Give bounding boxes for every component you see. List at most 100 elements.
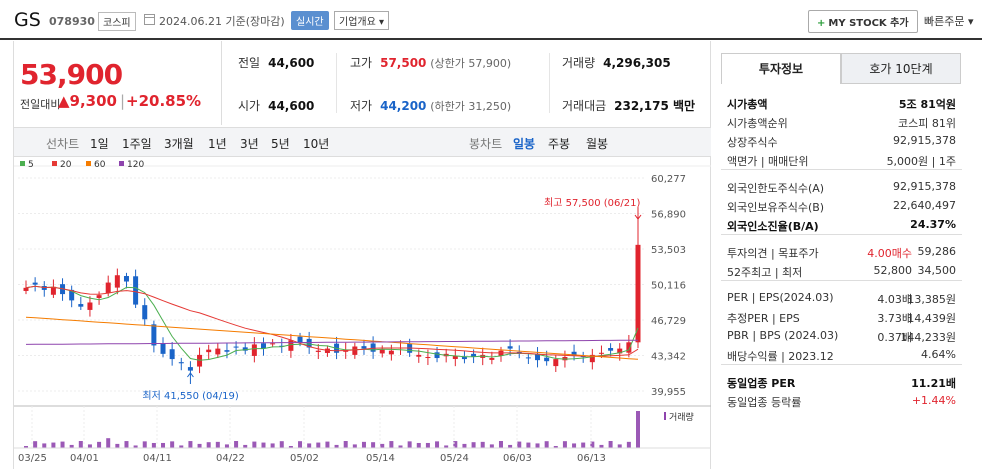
- candle-body: [635, 244, 641, 343]
- volume-bar: [352, 444, 357, 448]
- high-label: 고가: [350, 56, 373, 70]
- candle-body: [215, 348, 221, 355]
- volume-bar: [371, 442, 376, 448]
- candle-body: [535, 353, 541, 361]
- volume-label: 거래량: [562, 56, 596, 70]
- candle-body: [589, 354, 595, 363]
- high-annotation: 최고 57,500 (06/21): [544, 197, 640, 209]
- period-1d[interactable]: 1일: [90, 137, 109, 151]
- add-mystock-button[interactable]: + MY STOCK 추가: [808, 10, 918, 33]
- candle-body: [471, 353, 477, 357]
- volume-bar: [508, 444, 513, 448]
- volume: 거래량 4,296,305: [562, 54, 671, 71]
- volume-bar: [133, 445, 138, 448]
- volume-bar: [636, 411, 640, 448]
- period-3m[interactable]: 3개월: [164, 137, 194, 151]
- candle-body: [571, 351, 577, 356]
- x-tick-label: 05/02: [290, 453, 319, 464]
- volume-bar: [307, 443, 312, 448]
- period-3y[interactable]: 3년: [240, 137, 259, 151]
- legend-swatch: [86, 161, 91, 166]
- volume-bar: [124, 441, 129, 448]
- candlestick-chart[interactable]: 60,277 56,890 53,503 50,116 46,729 43,342 39,9…: [14, 158, 711, 469]
- candle-body: [270, 343, 276, 345]
- realtime-button[interactable]: 실시간: [291, 11, 329, 30]
- info-row: 추정PER | EPS 3.73배 14,439원: [727, 310, 956, 326]
- section-divider: [721, 280, 962, 281]
- info-row: 시가총액순위 코스피 81위: [727, 115, 956, 131]
- candle-body: [114, 275, 120, 288]
- info-label: 추정PER | EPS: [727, 312, 800, 325]
- volume-bar: [42, 443, 47, 448]
- tab-investment-info[interactable]: 투자정보: [721, 53, 841, 84]
- volume-bar: [517, 441, 522, 448]
- volume-bar: [261, 442, 266, 448]
- info-label: 52주최고 | 최저: [727, 266, 803, 279]
- info-label: 시가총액: [727, 98, 768, 111]
- info-label: 시가총액순위: [727, 117, 788, 130]
- divider: [336, 53, 337, 113]
- info-row: 외국인보유주식수(B) 22,640,497: [727, 199, 956, 215]
- volume-bar: [544, 441, 549, 448]
- x-tick-label: 05/24: [440, 453, 469, 464]
- y-tick-label: 39,955: [651, 387, 686, 398]
- volume-bar: [389, 441, 394, 448]
- x-tick-label: 04/22: [216, 453, 245, 464]
- high-value: 57,500: [380, 56, 427, 70]
- volume-bar: [416, 442, 421, 448]
- low-annotation: 최저 41,550 (04/19): [142, 390, 238, 402]
- volume-bar: [462, 443, 467, 448]
- low-label: 저가: [350, 99, 373, 113]
- volume-bar: [252, 441, 257, 448]
- volume-bar: [480, 441, 485, 448]
- change-separator: |: [120, 92, 126, 110]
- prev-value: 44,600: [268, 56, 315, 70]
- candle-body: [23, 287, 29, 291]
- info-row: 52주최고 | 최저 52,800 34,500: [727, 264, 956, 280]
- legend-swatch: [20, 161, 25, 166]
- candle-body: [251, 344, 257, 356]
- volume-bar: [471, 442, 476, 448]
- candle-body: [32, 282, 38, 285]
- info-row: 배당수익률 | 2023.12 4.64%: [727, 348, 956, 364]
- period-5y[interactable]: 5년: [271, 137, 290, 151]
- tab-order-book[interactable]: 호가 10단계: [841, 53, 961, 84]
- volume-bar: [142, 441, 147, 448]
- info-value: 92,915,378: [893, 134, 956, 147]
- info-row: 투자의견 | 목표주가 4.00매수 59,286: [727, 245, 956, 261]
- period-1y[interactable]: 1년: [208, 137, 227, 151]
- section-divider: [721, 169, 962, 170]
- ma60-line: [25, 316, 639, 360]
- low-arrow-head: [187, 372, 194, 378]
- candle-body: [425, 356, 431, 358]
- volume-bar: [572, 443, 577, 448]
- volume-bar: [581, 442, 586, 448]
- volume-bar: [526, 442, 531, 448]
- volume-bar: [398, 445, 403, 448]
- candle-body: [123, 276, 129, 282]
- candle-body: [608, 348, 614, 351]
- volume-bar: [343, 441, 348, 448]
- x-tick-label: 06/13: [577, 453, 606, 464]
- volume-bar: [535, 443, 540, 448]
- info-value: 52,800: [873, 264, 913, 277]
- candle-daily[interactable]: 일봉: [513, 137, 536, 151]
- info-label: 액면가 | 매매단위: [727, 155, 809, 168]
- candle-monthly[interactable]: 월봉: [586, 137, 609, 151]
- period-10y[interactable]: 10년: [303, 137, 330, 151]
- quote-panel: 53,900 전일대비 ▲9,300 | +20.85% 전일 44,600 고가…: [13, 41, 711, 469]
- volume-bar: [435, 441, 440, 448]
- candle-body: [233, 346, 239, 348]
- volume-bar: [298, 441, 303, 448]
- info-value: 4.03배: [877, 293, 912, 306]
- info-value: 5,000원 | 1주: [886, 155, 956, 168]
- amount-value: 232,175 백만: [614, 99, 696, 113]
- company-overview-dropdown[interactable]: 기업개요 ▾: [334, 11, 389, 30]
- info-row: 액면가 | 매매단위 5,000원 | 1주: [727, 153, 956, 169]
- prev-close: 전일 44,600: [238, 54, 314, 71]
- candle-weekly[interactable]: 주봉: [548, 137, 571, 151]
- volume-bar: [69, 444, 74, 448]
- quick-order-dropdown[interactable]: 빠른주문 ▾: [924, 15, 974, 28]
- period-1w[interactable]: 1주일: [122, 137, 152, 151]
- volume-bar: [243, 444, 248, 448]
